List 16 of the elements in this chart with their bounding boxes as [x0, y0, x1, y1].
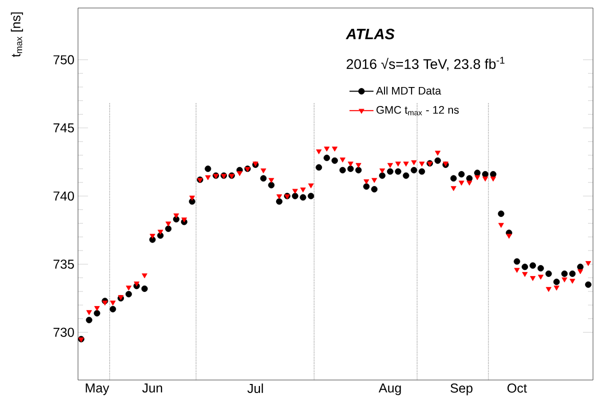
y-tick-label: 750 — [54, 55, 74, 64]
x-tick-label: Oct — [507, 384, 527, 393]
legend-label: GMC t$_{max}$ - 12 ns — [376, 106, 459, 116]
y-tick-label: 730 — [54, 328, 74, 337]
annotation: 2016 √s=13 TeV, 23.8 fb$^{-1}$ — [346, 56, 504, 71]
annotation: ATLAS — [346, 28, 395, 40]
x-tick-label: Jul — [247, 384, 263, 394]
y-tick-label: 740 — [54, 191, 74, 201]
y-tick-label: 735 — [54, 260, 74, 269]
legend-label: All MDT Data — [376, 86, 442, 95]
y-axis-title: t$_{max}$ [ns] — [10, 12, 23, 58]
x-tick-label: Aug — [378, 384, 401, 396]
x-tick-label: Jun — [142, 384, 162, 393]
y-tick-label: 745 — [54, 123, 74, 132]
x-tick-label: May — [86, 384, 110, 396]
x-tick-label: Sep — [450, 384, 472, 396]
